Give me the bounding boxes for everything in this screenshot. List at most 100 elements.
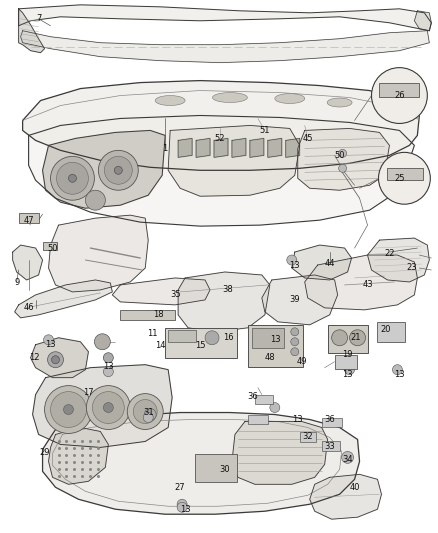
Text: 52: 52 bbox=[215, 134, 225, 143]
Polygon shape bbox=[168, 125, 300, 196]
Ellipse shape bbox=[275, 94, 305, 103]
Circle shape bbox=[133, 400, 157, 424]
Text: 39: 39 bbox=[290, 295, 300, 304]
Text: 9: 9 bbox=[14, 278, 19, 287]
Circle shape bbox=[378, 152, 430, 204]
Circle shape bbox=[291, 328, 299, 336]
Bar bbox=[335, 355, 357, 369]
Bar bbox=[19, 213, 39, 223]
Polygon shape bbox=[19, 9, 45, 53]
Circle shape bbox=[177, 502, 187, 512]
Circle shape bbox=[339, 149, 346, 157]
Text: 47: 47 bbox=[23, 216, 34, 224]
Bar bbox=[168, 330, 196, 342]
Text: 34: 34 bbox=[342, 455, 353, 464]
Text: 23: 23 bbox=[406, 263, 417, 272]
Circle shape bbox=[205, 331, 219, 345]
Text: 40: 40 bbox=[350, 483, 360, 492]
Circle shape bbox=[273, 330, 283, 340]
Polygon shape bbox=[232, 139, 246, 157]
Text: 14: 14 bbox=[155, 341, 166, 350]
Circle shape bbox=[291, 348, 299, 356]
Polygon shape bbox=[42, 413, 360, 514]
Circle shape bbox=[50, 392, 86, 427]
Text: 31: 31 bbox=[143, 408, 154, 417]
Polygon shape bbox=[49, 427, 108, 484]
Polygon shape bbox=[49, 215, 148, 292]
Bar bbox=[248, 325, 303, 367]
Polygon shape bbox=[32, 365, 172, 447]
Text: 29: 29 bbox=[39, 448, 50, 457]
Circle shape bbox=[177, 499, 187, 509]
Polygon shape bbox=[31, 338, 88, 378]
Text: 35: 35 bbox=[170, 290, 180, 300]
Bar bbox=[120, 310, 175, 320]
Text: 48: 48 bbox=[265, 353, 275, 362]
Text: 13: 13 bbox=[271, 335, 281, 344]
Bar bbox=[379, 83, 419, 96]
Text: 45: 45 bbox=[303, 134, 313, 143]
Circle shape bbox=[45, 385, 92, 433]
Bar bbox=[321, 441, 339, 451]
Circle shape bbox=[392, 365, 403, 375]
Text: 36: 36 bbox=[324, 415, 335, 424]
Ellipse shape bbox=[155, 95, 185, 106]
Text: 18: 18 bbox=[153, 310, 163, 319]
Polygon shape bbox=[23, 80, 419, 171]
Text: 38: 38 bbox=[223, 286, 233, 294]
Bar bbox=[252, 328, 284, 348]
Circle shape bbox=[270, 402, 280, 413]
Circle shape bbox=[92, 392, 124, 424]
Text: 49: 49 bbox=[297, 357, 307, 366]
Bar bbox=[378, 322, 406, 342]
Text: 16: 16 bbox=[223, 333, 233, 342]
Circle shape bbox=[103, 353, 113, 362]
Circle shape bbox=[345, 365, 355, 375]
Polygon shape bbox=[414, 11, 431, 31]
Circle shape bbox=[332, 330, 348, 346]
Circle shape bbox=[342, 451, 353, 463]
Text: 1: 1 bbox=[162, 144, 168, 153]
Circle shape bbox=[350, 330, 366, 346]
Circle shape bbox=[95, 334, 110, 350]
Polygon shape bbox=[367, 238, 429, 282]
Text: 7: 7 bbox=[36, 14, 41, 23]
Text: 13: 13 bbox=[45, 340, 56, 349]
Polygon shape bbox=[262, 275, 338, 325]
Bar bbox=[42, 242, 57, 250]
Polygon shape bbox=[196, 139, 210, 157]
Text: 46: 46 bbox=[23, 303, 34, 312]
Circle shape bbox=[339, 164, 346, 172]
Text: 13: 13 bbox=[103, 362, 114, 371]
Text: 13: 13 bbox=[342, 370, 353, 379]
Text: 13: 13 bbox=[290, 261, 300, 270]
Circle shape bbox=[371, 68, 427, 124]
Bar bbox=[328, 325, 367, 353]
Circle shape bbox=[114, 166, 122, 174]
Circle shape bbox=[52, 356, 60, 364]
Polygon shape bbox=[19, 5, 431, 31]
Circle shape bbox=[43, 335, 53, 345]
Circle shape bbox=[85, 190, 106, 210]
Polygon shape bbox=[112, 278, 210, 305]
Bar bbox=[165, 328, 237, 358]
Circle shape bbox=[99, 150, 138, 190]
Circle shape bbox=[68, 174, 77, 182]
Polygon shape bbox=[268, 139, 282, 157]
Ellipse shape bbox=[327, 98, 352, 107]
Text: 50: 50 bbox=[334, 151, 345, 160]
Text: 36: 36 bbox=[247, 392, 258, 401]
Circle shape bbox=[64, 405, 74, 415]
Circle shape bbox=[287, 255, 297, 265]
Text: 21: 21 bbox=[350, 333, 361, 342]
Circle shape bbox=[86, 385, 130, 430]
Circle shape bbox=[103, 367, 113, 377]
Text: 19: 19 bbox=[343, 350, 353, 359]
Polygon shape bbox=[286, 139, 300, 157]
Circle shape bbox=[57, 163, 88, 194]
Text: 22: 22 bbox=[384, 248, 395, 257]
Text: 50: 50 bbox=[47, 244, 58, 253]
Text: 30: 30 bbox=[220, 465, 230, 474]
Circle shape bbox=[104, 156, 132, 184]
Circle shape bbox=[48, 352, 64, 368]
